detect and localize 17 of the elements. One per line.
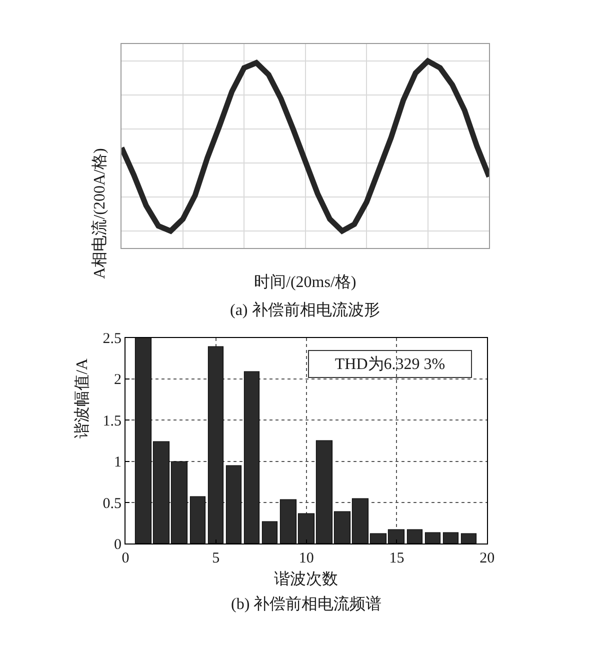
y-tick-label: 1.5 — [102, 413, 122, 430]
x-axis-title: 谐波次数 — [274, 570, 338, 588]
y-axis-title: A相电流/(200A/格) — [90, 148, 109, 279]
text: (a) 补偿前相电流波形 — [230, 301, 380, 319]
y-tick-label: 0 — [114, 536, 122, 553]
x-tick-label: 10 — [298, 550, 314, 567]
x-tick-label: 20 — [480, 550, 495, 567]
y-tick-label: 0.5 — [102, 496, 122, 512]
y-tick-label: 1 — [114, 454, 122, 471]
x-axis-title: 时间/(20ms/格) — [254, 273, 356, 291]
x-tick-label: 5 — [212, 550, 220, 567]
y-tick-label: 2.5 — [102, 331, 122, 348]
y-axis-title: 谐波幅值/A — [72, 358, 91, 438]
annotation: THD为6.329 3% — [334, 355, 446, 373]
y-tick-label: 2 — [114, 372, 122, 388]
x-tick-label: 15 — [389, 550, 404, 567]
text: (b) 补偿前相电流频谱 — [231, 595, 382, 613]
